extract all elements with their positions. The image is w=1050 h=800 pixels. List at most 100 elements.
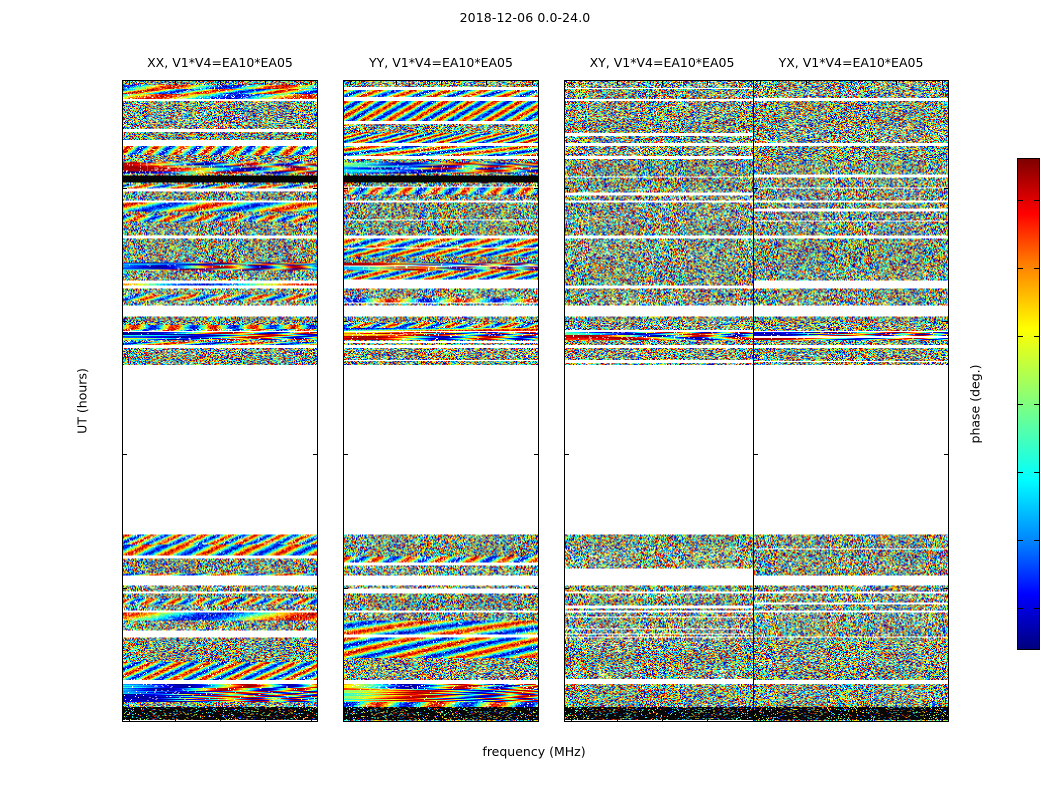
colorbar-tick xyxy=(1034,404,1039,405)
x-axis-tick xyxy=(896,717,898,721)
x-axis-tick xyxy=(805,81,807,85)
y-axis-tick xyxy=(754,187,758,189)
colorbar-tick xyxy=(1034,199,1039,201)
x-axis-tick xyxy=(941,717,943,721)
y-axis-tick xyxy=(944,187,948,189)
x-axis-tick xyxy=(571,81,573,85)
x-axis-tick xyxy=(851,717,852,721)
colorbar: 150100500−50−100−150 xyxy=(1017,158,1040,650)
y-axis-tick xyxy=(313,587,317,589)
y-axis-tick xyxy=(534,587,538,589)
x-axis-tick xyxy=(896,81,898,85)
y-axis-tick xyxy=(944,721,949,722)
x-axis-tick xyxy=(805,717,807,721)
y-axis-tick xyxy=(122,721,127,722)
y-axis-tick xyxy=(754,587,758,589)
x-axis-tick xyxy=(531,81,533,85)
y-axis-tick xyxy=(565,321,569,322)
y-axis-tick xyxy=(565,587,569,589)
x-axis-tick xyxy=(174,717,176,721)
y-axis-tick xyxy=(565,187,569,189)
x-axis-tick xyxy=(350,717,352,721)
colorbar-tick xyxy=(1018,199,1023,201)
x-axis-tick xyxy=(395,717,397,721)
x-axis-tick xyxy=(174,81,176,85)
x-axis-tick xyxy=(707,717,709,721)
y-axis-tick xyxy=(754,321,758,322)
y-axis-tick xyxy=(313,321,317,322)
x-axis-tick xyxy=(310,717,312,721)
x-axis-tick xyxy=(395,81,397,85)
x-axis-tick xyxy=(941,81,943,85)
colorbar-tick xyxy=(1018,540,1023,542)
y-axis-tick xyxy=(344,454,348,456)
figure-suptitle: 2018-12-06 0.0-24.0 xyxy=(459,10,591,25)
x-axis-tick xyxy=(760,717,762,721)
x-axis-tick xyxy=(486,81,488,85)
panel-xx: XX, V1*V4=EA10*EA05 05101520320335350365… xyxy=(122,55,318,722)
colorbar-label: phase (deg.) xyxy=(967,364,983,444)
x-axis-tick xyxy=(531,717,533,721)
x-axis-tick xyxy=(265,81,267,85)
y-axis-tick xyxy=(123,454,127,456)
colorbar-tick xyxy=(1034,608,1039,610)
x-axis-tick xyxy=(662,717,663,721)
y-axis-tick xyxy=(944,321,948,322)
heatmap-xy xyxy=(565,81,759,721)
y-axis-label: UT (hours) xyxy=(74,368,90,434)
y-axis-tick xyxy=(313,187,317,189)
colorbar-tick xyxy=(1018,335,1023,337)
colorbar-tick xyxy=(1018,472,1023,474)
y-axis-tick xyxy=(534,454,538,456)
y-axis-tick xyxy=(123,321,127,322)
axes-xy: 05101520320335350365380 xyxy=(564,80,760,722)
colorbar-tick xyxy=(1034,472,1039,474)
x-axis-tick xyxy=(486,717,488,721)
y-axis-tick xyxy=(753,721,758,722)
panel-title-xx: XX, V1*V4=EA10*EA05 xyxy=(147,55,293,70)
y-axis-tick xyxy=(534,321,538,322)
x-axis-tick xyxy=(310,81,312,85)
x-axis-tick xyxy=(851,81,852,85)
y-axis-tick xyxy=(313,454,317,456)
y-axis-tick xyxy=(565,454,569,456)
y-axis-tick xyxy=(344,321,348,322)
x-axis-tick xyxy=(220,717,221,721)
x-axis-tick xyxy=(616,717,618,721)
heatmap-yx xyxy=(754,81,948,721)
x-axis-tick xyxy=(616,81,618,85)
y-axis-tick xyxy=(343,721,348,722)
y-axis-tick xyxy=(344,187,348,189)
panel-yy: YY, V1*V4=EA10*EA05 05101520320335350365… xyxy=(343,55,539,722)
axes-yx: 05101520320335350365380 xyxy=(753,80,949,722)
y-axis-tick xyxy=(313,721,318,722)
x-axis-tick xyxy=(441,717,442,721)
heatmap-xx xyxy=(123,81,317,721)
x-axis-tick xyxy=(760,81,762,85)
x-axis-tick xyxy=(441,81,442,85)
y-axis-tick xyxy=(754,454,758,456)
panel-xy: XY, V1*V4=EA10*EA05 05101520320335350365… xyxy=(564,55,760,722)
x-axis-tick xyxy=(571,717,573,721)
axes-yy: 05101520320335350365380 xyxy=(343,80,539,722)
y-axis-tick xyxy=(534,721,539,722)
x-axis-tick xyxy=(707,81,709,85)
y-axis-tick xyxy=(123,187,127,189)
y-axis-tick xyxy=(944,587,948,589)
colorbar-tick xyxy=(1034,335,1039,337)
x-axis-tick xyxy=(220,81,221,85)
colorbar-tick xyxy=(1018,404,1023,405)
x-axis-label: frequency (MHz) xyxy=(482,744,586,759)
x-axis-tick xyxy=(350,81,352,85)
y-axis-tick xyxy=(564,721,569,722)
x-axis-tick xyxy=(265,717,267,721)
y-axis-tick xyxy=(123,587,127,589)
panel-title-yy: YY, V1*V4=EA10*EA05 xyxy=(369,55,513,70)
colorbar-tick xyxy=(1034,540,1039,542)
colorbar-tick xyxy=(1034,267,1039,269)
y-axis-tick xyxy=(944,454,948,456)
axes-xx: 05101520320335350365380 xyxy=(122,80,318,722)
panel-title-xy: XY, V1*V4=EA10*EA05 xyxy=(589,55,735,70)
y-axis-tick xyxy=(534,187,538,189)
